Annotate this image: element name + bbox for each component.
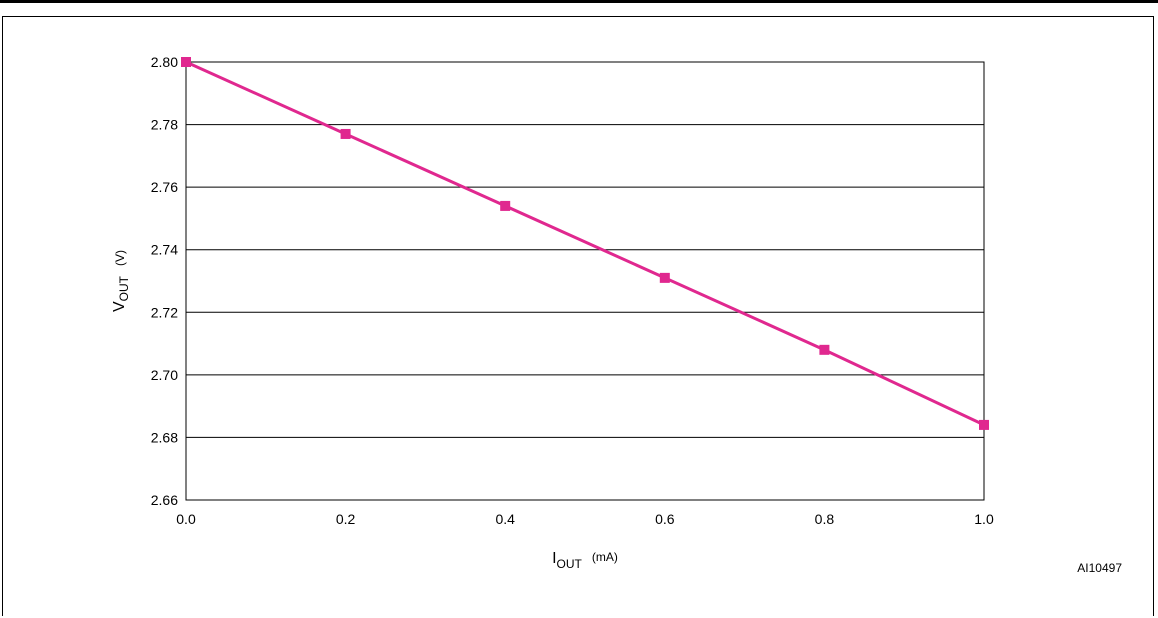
- y-tick-label: 2.76: [151, 179, 178, 195]
- y-tick-label: 2.74: [151, 242, 178, 258]
- y-axis-label: VOUT (V): [111, 250, 131, 312]
- y-axis-label-main: V: [111, 301, 128, 312]
- x-axis-label-sub: OUT: [557, 557, 583, 571]
- gridlines: [186, 61, 984, 501]
- x-tick-label: 0.6: [655, 511, 675, 527]
- x-tick-label: 1.0: [974, 511, 994, 527]
- y-tick-label: 2.80: [151, 54, 178, 70]
- y-tick-label: 2.72: [151, 304, 178, 320]
- data-point-marker: [979, 419, 989, 430]
- x-axis-label: IOUT (mA): [552, 550, 618, 571]
- y-tick-label: 2.70: [151, 367, 178, 383]
- x-axis-label-unit: (mA): [592, 550, 618, 564]
- x-axis-label-main: I: [552, 550, 556, 567]
- data-point-marker: [659, 272, 670, 283]
- data-point-marker: [340, 128, 351, 139]
- x-tick-label: 0.2: [336, 511, 356, 527]
- figure-frame: [2, 16, 1154, 616]
- y-tick-label: 2.78: [151, 117, 178, 133]
- series-group: [181, 57, 989, 430]
- x-tick-label: 0.4: [495, 511, 515, 527]
- x-tick-labels: 0.0 0.2 0.4 0.6 0.8 1.0: [176, 511, 994, 527]
- data-point-marker: [819, 344, 830, 355]
- plot-area: [185, 61, 985, 501]
- y-tick-label: 2.68: [151, 429, 178, 445]
- y-tick-label: 2.66: [151, 492, 178, 508]
- x-tick-label: 0.0: [176, 511, 196, 527]
- x-tick-label: 0.8: [815, 511, 835, 527]
- data-point-marker: [181, 57, 191, 67]
- y-tick-labels: 2.66 2.68 2.70 2.72 2.74 2.76 2.78 2.80: [151, 54, 178, 508]
- figure-reference-code: AI10497: [1077, 561, 1122, 575]
- data-point-marker: [500, 200, 511, 211]
- top-border-line: [0, 0, 1158, 3]
- y-axis-label-unit: (V): [113, 250, 127, 266]
- y-axis-label-sub: OUT: [117, 275, 131, 301]
- series-line-0: [185, 60, 985, 427]
